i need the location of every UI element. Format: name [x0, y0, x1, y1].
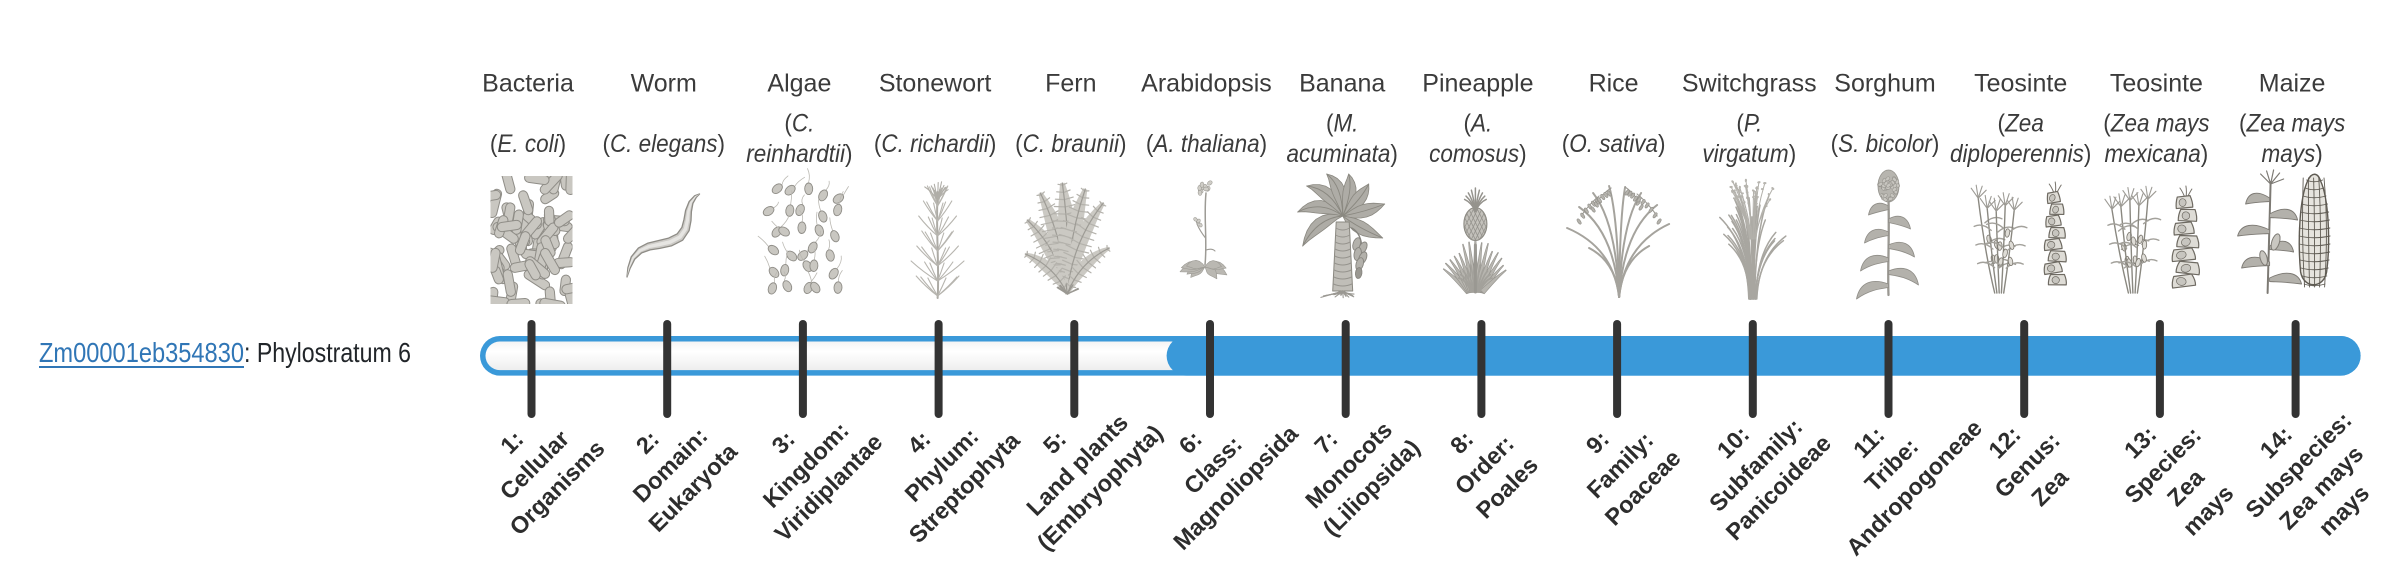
svg-text:(C. elegans): (C. elegans) [602, 130, 725, 158]
svg-text:reinhardtii): reinhardtii) [746, 140, 852, 168]
svg-text:Algae: Algae [767, 70, 831, 98]
svg-text:(E. coli): (E. coli) [490, 130, 566, 158]
svg-text:Maize: Maize [2259, 70, 2326, 98]
svg-text:(Zea mays: (Zea mays [2239, 110, 2345, 138]
svg-text:(O. sativa): (O. sativa) [1562, 130, 1666, 158]
svg-text:Sorghum: Sorghum [1834, 70, 1935, 98]
svg-text:Bacteria: Bacteria [482, 70, 574, 98]
svg-text:comosus): comosus) [1429, 140, 1527, 168]
svg-text:mexicana): mexicana) [2105, 140, 2209, 168]
svg-text:Teosinte: Teosinte [2110, 70, 2203, 98]
svg-text:Stonewort: Stonewort [879, 70, 992, 98]
svg-text:(A. thaliana): (A. thaliana) [1146, 130, 1267, 158]
svg-text:acuminata): acuminata) [1287, 140, 1398, 168]
svg-text:(M.: (M. [1326, 110, 1359, 138]
svg-text:(C. richardii): (C. richardii) [874, 130, 997, 158]
svg-text:diploperennis): diploperennis) [1950, 140, 2091, 168]
svg-text:Fern: Fern [1045, 70, 1096, 98]
svg-text:Zm00001eb354830: Zm00001eb354830 [39, 337, 244, 368]
svg-text:Rice: Rice [1589, 70, 1639, 98]
svg-text:Arabidopsis: Arabidopsis [1141, 70, 1272, 98]
svg-text:(C.: (C. [784, 110, 814, 138]
svg-text:(A.: (A. [1464, 110, 1493, 138]
svg-text:Banana: Banana [1299, 70, 1385, 98]
svg-text:Switchgrass: Switchgrass [1682, 70, 1817, 98]
svg-text:(Zea mays: (Zea mays [2103, 110, 2209, 138]
svg-text:(Zea: (Zea [1998, 110, 2044, 138]
svg-text:mays): mays) [2262, 140, 2323, 168]
svg-text:Worm: Worm [631, 70, 697, 98]
svg-text:(C. braunii): (C. braunii) [1015, 130, 1126, 158]
svg-text:(S. bicolor): (S. bicolor) [1831, 130, 1940, 158]
svg-text:Teosinte: Teosinte [1974, 70, 2067, 98]
svg-text:: Phylostratum 6: : Phylostratum 6 [244, 337, 411, 368]
svg-text:(P.: (P. [1736, 110, 1762, 138]
svg-text:virgatum): virgatum) [1702, 140, 1796, 168]
svg-text:Pineapple: Pineapple [1422, 70, 1533, 98]
